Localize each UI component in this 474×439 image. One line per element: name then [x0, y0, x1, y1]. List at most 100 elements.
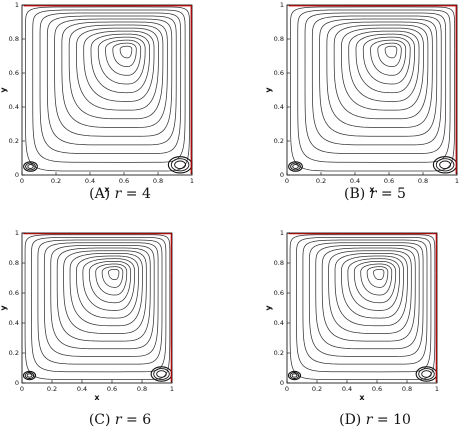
streamline	[69, 252, 143, 327]
streamline	[61, 21, 168, 128]
streamline	[37, 239, 163, 365]
corner-vortex-right	[415, 366, 438, 382]
panel-c: 0 0.2 0.4 0.6 0.8 1 0 0.2 0.4 0.6 0.8 1 x y	[0, 229, 174, 402]
x-axis-label: x	[104, 185, 110, 194]
corner-vortex-right	[421, 370, 432, 378]
y-tick-label: 0.4	[274, 103, 284, 111]
streamline	[97, 36, 146, 85]
corner-vortex-left	[287, 370, 302, 381]
streamline	[308, 242, 424, 357]
streamline	[290, 6, 455, 172]
corner-vortex-right	[432, 156, 458, 174]
streamline	[101, 266, 124, 288]
y-axis-label: y	[0, 305, 8, 311]
streamline	[50, 244, 155, 350]
streamline	[304, 12, 447, 154]
streamline	[370, 39, 407, 76]
streamline	[119, 45, 133, 59]
x-tick-label: 0.8	[402, 385, 412, 393]
streamline	[88, 260, 132, 304]
y-tick-label: 0.6	[9, 69, 19, 77]
streamline	[54, 18, 173, 137]
y-tick-label: 0.8	[9, 35, 19, 43]
streamline	[112, 42, 137, 67]
x-tick-label: 0	[20, 385, 24, 393]
corner-vortex-right	[153, 368, 170, 380]
caption-c: (C) r = 6	[88, 412, 152, 428]
x-tick-label: 0.2	[51, 177, 61, 185]
x-axis-label: x	[359, 393, 365, 402]
y-tick-label: 0.6	[9, 289, 19, 297]
x-tick-label: 1	[170, 385, 174, 393]
plot-frame	[21, 232, 173, 384]
y-tick-label: 1	[15, 1, 19, 9]
x-tick-label: 0.8	[153, 177, 163, 185]
streamline	[341, 255, 404, 319]
y-tick-label: 0.2	[9, 137, 19, 145]
corner-vortex-left	[26, 373, 33, 378]
y-axis-label: y	[264, 87, 273, 93]
x-tick-label: 0.6	[384, 177, 394, 185]
boundary-line	[288, 233, 437, 383]
x-tick-label: 0.4	[85, 177, 95, 185]
streamline	[326, 21, 433, 128]
streamline	[25, 6, 190, 172]
streamline	[366, 266, 389, 288]
x-tick-label: 1	[455, 177, 459, 185]
corner-vortex-right	[435, 158, 455, 172]
corner-vortex-left	[290, 162, 301, 171]
corner-vortex-left	[289, 372, 300, 379]
x-axis-label: x	[369, 185, 375, 194]
streamline	[108, 268, 120, 281]
corner-vortex-left	[23, 161, 38, 172]
y-tick-label: 0.6	[274, 289, 284, 297]
corner-vortex-right	[150, 366, 173, 382]
streamline	[83, 30, 155, 102]
y-tick-label: 0	[280, 379, 284, 387]
streamline	[46, 15, 177, 146]
x-tick-label: 0.8	[418, 177, 428, 185]
corner-vortex-right	[167, 156, 193, 174]
panel-d: 0 0.2 0.4 0.6 0.8 1 0 0.2 0.4 0.6 0.8 1 x y	[264, 229, 439, 402]
streamline	[355, 33, 415, 94]
caption-d: (D) r = 10	[339, 412, 411, 428]
y-tick-label: 1	[280, 229, 284, 237]
streamline	[105, 39, 142, 76]
corner-vortex-left	[27, 164, 34, 169]
plot-frame	[286, 4, 458, 176]
caption-b: (B) r = 5	[344, 186, 406, 202]
streamline	[348, 30, 420, 102]
y-tick-label: 0.4	[274, 319, 284, 327]
streamline	[347, 258, 400, 311]
streamline	[63, 250, 147, 334]
streamline	[56, 247, 151, 342]
y-tick-label: 0.8	[9, 259, 19, 267]
streamline	[95, 263, 128, 296]
y-tick-label: 0.4	[9, 103, 19, 111]
streamline	[315, 244, 420, 350]
y-axis-label: y	[264, 305, 273, 311]
streamline	[302, 239, 428, 365]
plot-frame	[286, 232, 438, 384]
streamline	[377, 42, 402, 67]
corner-vortex-right	[156, 370, 167, 378]
streamline	[321, 247, 416, 342]
x-tick-label: 0.4	[350, 177, 360, 185]
y-tick-label: 0.8	[274, 259, 284, 267]
x-tick-label: 0.4	[342, 385, 352, 393]
streamline	[319, 18, 438, 137]
y-tick-label: 0.8	[274, 35, 284, 43]
corner-vortex-left	[25, 162, 36, 171]
y-tick-label: 0.2	[274, 349, 284, 357]
streamline	[311, 15, 442, 146]
streamline	[384, 45, 398, 59]
corner-vortex-left	[24, 372, 35, 379]
corner-vortex-right	[418, 368, 435, 380]
panel-a: 0 0.2 0.4 0.6 0.8 1 0 0.2 0.4 0.6 0.8 1 x y	[0, 1, 194, 194]
y-tick-label: 0.6	[274, 69, 284, 77]
y-tick-label: 0.4	[9, 319, 19, 327]
streamline	[39, 12, 182, 154]
streamline	[68, 24, 164, 120]
